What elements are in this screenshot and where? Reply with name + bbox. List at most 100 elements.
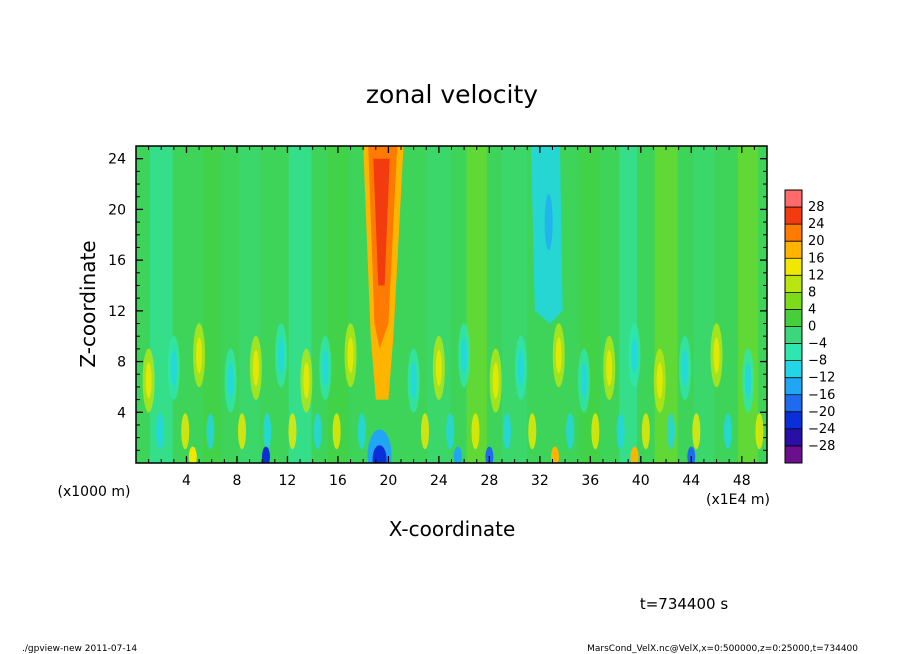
surface-spot <box>485 446 494 463</box>
colorbar-label: 28 <box>808 200 825 215</box>
colorbar-label: −8 <box>808 354 827 369</box>
field-cell-low <box>591 413 600 450</box>
field-cell-core <box>631 337 638 374</box>
x-tick-label: 12 <box>279 473 297 489</box>
field-cell-core <box>745 362 752 399</box>
colorbar-label: 16 <box>808 251 825 266</box>
x-tick-label: 48 <box>733 473 751 489</box>
field-cell-low <box>206 413 215 450</box>
x-tick-label: 40 <box>632 473 650 489</box>
surface-spot <box>550 446 559 463</box>
colorbar-swatch <box>785 309 802 327</box>
field-cell-core <box>303 362 310 399</box>
field-cell-low <box>155 413 164 450</box>
y-axis: 4 8 12 16 20 24 <box>108 152 767 451</box>
field-cell-core <box>227 362 234 399</box>
colorbar-swatch <box>785 292 802 310</box>
colorbar-swatch <box>785 224 802 242</box>
field-cell-core <box>713 337 720 374</box>
y-tick-label: 24 <box>108 152 126 168</box>
colorbar-swatch <box>785 258 802 276</box>
field-cell-core <box>581 362 588 399</box>
field-cell-core <box>278 337 285 374</box>
field-cell-low <box>263 413 272 450</box>
colorbar-swatch <box>785 241 802 259</box>
field-cell-low <box>667 413 676 450</box>
x-axis-unit: (x1E4 m) <box>706 492 770 508</box>
colorbar-label: −28 <box>808 439 835 454</box>
x-tick-label: 24 <box>430 473 448 489</box>
x-tick-label: 44 <box>682 473 700 489</box>
field-cell-low <box>723 413 732 450</box>
x-tick-label: 36 <box>581 473 599 489</box>
field-cell-low <box>755 413 764 450</box>
colorbar-swatch <box>785 275 802 293</box>
field-streak <box>654 146 678 463</box>
field-cell-core <box>170 349 177 386</box>
colorbar: 28 24 20 16 12 8 4 0 −4 −8 −12 −16 −20 −24 −28 <box>784 189 835 464</box>
y-axis-unit: (x1000 m) <box>58 484 131 500</box>
time-label: t=734400 s <box>640 595 728 613</box>
field-cell-core <box>347 337 354 374</box>
field-cell-core <box>252 349 259 386</box>
field-cell-core <box>517 349 524 386</box>
field-cell-low <box>446 413 455 450</box>
field-cell-core <box>145 362 152 399</box>
colorbar-label: −4 <box>808 337 827 352</box>
field-cell-core <box>322 349 329 386</box>
y-tick-label: 4 <box>117 405 126 421</box>
field-cell-core <box>410 362 417 399</box>
field-cell-core <box>555 337 562 374</box>
field-cell-low <box>288 413 297 450</box>
chart-title: zonal velocity <box>366 80 538 109</box>
x-tick-label: 4 <box>182 473 191 489</box>
colorbar-swatch <box>785 394 802 413</box>
colorbar-label: 24 <box>808 217 825 232</box>
plot-area <box>135 145 768 464</box>
field-cell-core <box>435 349 442 386</box>
colorbar-swatch <box>785 445 802 464</box>
colorbar-label: −12 <box>808 371 835 386</box>
surface-spot <box>687 446 696 463</box>
colorbar-label: 12 <box>808 268 825 283</box>
surface-spot <box>630 446 639 463</box>
field-cell-core <box>461 337 468 374</box>
colorbar-swatch <box>785 360 802 379</box>
x-tick-label: 8 <box>232 473 241 489</box>
field-streak <box>501 146 528 463</box>
colorbar-swatch <box>785 377 802 396</box>
colorbar-label: −16 <box>808 388 835 403</box>
field-streak <box>327 146 349 463</box>
x-tick-label: 16 <box>329 473 347 489</box>
field-cell-low <box>566 413 575 450</box>
field-cell-core <box>681 349 688 386</box>
colorbar-swatch <box>785 428 802 447</box>
field-cell-low <box>420 413 429 450</box>
negative-band-core <box>544 194 553 251</box>
field-streak <box>427 146 451 463</box>
field-cell-low <box>332 413 341 450</box>
field-cell-core <box>656 362 663 399</box>
surface-spot <box>261 446 270 463</box>
colorbar-label: −20 <box>808 405 835 420</box>
surface-spot <box>188 446 197 463</box>
field-streak <box>693 146 714 463</box>
surface-spot <box>453 446 462 463</box>
field-cell-core <box>492 362 499 399</box>
footer-left: ./gpview-new 2011-07-14 <box>22 644 137 654</box>
colorbar-label: 0 <box>808 320 816 335</box>
colorbar-swatch <box>785 207 802 225</box>
colorbar-swatch <box>785 326 802 344</box>
field-streak <box>466 146 487 463</box>
y-tick-label: 16 <box>108 253 126 269</box>
jet-core <box>373 158 390 286</box>
x-axis: 4 8 12 16 20 24 28 32 36 40 44 48 <box>148 146 755 489</box>
field-cell-low <box>471 413 480 450</box>
x-tick-label: 20 <box>379 473 397 489</box>
y-tick-label: 20 <box>108 202 126 218</box>
field-cell-low <box>692 413 701 450</box>
y-axis-label: Z-coordinate <box>76 240 100 367</box>
field-cell-core <box>606 349 613 386</box>
field-cell-low <box>641 413 650 450</box>
y-tick-label: 8 <box>117 355 126 371</box>
